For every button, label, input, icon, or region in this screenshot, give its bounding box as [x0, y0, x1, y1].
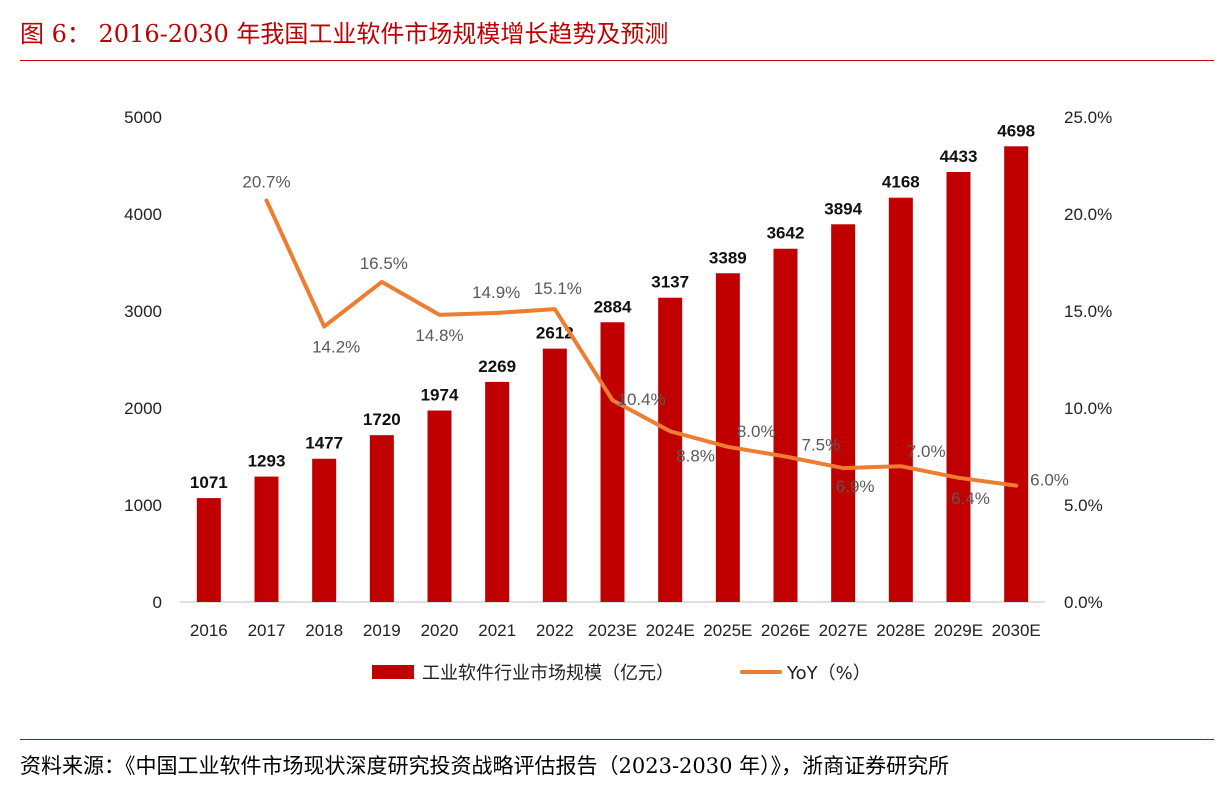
yoy-point-label: 6.0%	[1030, 471, 1069, 490]
y-left-tick-label: 2000	[124, 399, 162, 418]
bar	[658, 297, 683, 602]
bar-value-label: 4433	[940, 147, 978, 166]
bar-value-label: 3137	[651, 273, 689, 292]
y-right-tick-label: 20.0%	[1064, 205, 1112, 224]
y-right-tick-label: 5.0%	[1064, 496, 1103, 515]
bar	[773, 248, 798, 602]
y-right-tick-label: 10.0%	[1064, 399, 1112, 418]
legend-line-label: YoY（%）	[786, 663, 871, 684]
bar-value-label: 3642	[767, 224, 805, 243]
yoy-point-label: 7.0%	[907, 442, 946, 461]
combo-chart: 0 1000 2000 3000 4000 5000 0.0% 5.0% 10.0% 15.0% 2…	[124, 108, 1112, 684]
y-left-tick-label: 1000	[124, 496, 162, 515]
x-tick-label: 2016	[190, 621, 228, 640]
bar	[254, 476, 279, 602]
bar-value-label: 1477	[305, 434, 343, 453]
yoy-point-label: 7.5%	[802, 436, 841, 455]
x-tick-label: 2028E	[876, 621, 925, 640]
yoy-line	[264, 198, 1019, 488]
x-tick-label: 2030E	[992, 621, 1041, 640]
top-rule	[20, 60, 1214, 61]
bar	[946, 171, 971, 602]
x-tick-label: 2018	[305, 621, 343, 640]
y-left-tick-label: 0	[153, 593, 162, 612]
bar-value-label: 1293	[248, 452, 286, 471]
bar-value-label: 2612	[536, 324, 574, 343]
bar-value-label: 2884	[594, 297, 632, 316]
bar	[600, 322, 625, 602]
x-tick-label: 2021	[478, 621, 516, 640]
y-left-tick-label: 5000	[124, 108, 162, 127]
bar-value-label: 1974	[421, 386, 459, 405]
x-tick-label: 2023E	[588, 621, 637, 640]
bar	[369, 435, 394, 602]
bar-value-label: 4168	[882, 173, 920, 192]
x-tick-label: 2024E	[646, 621, 695, 640]
legend-bar-swatch	[372, 665, 414, 679]
x-tick-label: 2017	[248, 621, 286, 640]
y-right-tick-label: 0.0%	[1064, 593, 1103, 612]
yoy-point-label: 6.9%	[836, 477, 875, 496]
x-tick-label: 2020	[421, 621, 459, 640]
bar	[542, 348, 567, 602]
source-note: 资料来源：《中国工业软件市场现状深度研究投资战略评估报告（2023-2030 年…	[20, 754, 950, 778]
bar	[715, 273, 740, 602]
bar	[888, 197, 913, 603]
y-left-tick-label: 4000	[124, 205, 162, 224]
yoy-point-label: 8.0%	[737, 422, 776, 441]
x-tick-label: 2019	[363, 621, 401, 640]
bar	[1004, 146, 1029, 602]
bottom-rule	[20, 739, 1214, 740]
bar	[427, 410, 452, 602]
bar-value-label: 4698	[997, 121, 1035, 140]
x-tick-label: 2022	[536, 621, 574, 640]
bar-value-label: 1071	[190, 473, 228, 492]
x-tick-label: 2027E	[819, 621, 868, 640]
yoy-point-label: 6.4%	[951, 489, 990, 508]
x-tick-label: 2025E	[703, 621, 752, 640]
yoy-point-label: 15.1%	[534, 279, 582, 298]
bar	[831, 224, 856, 603]
bar	[196, 498, 221, 602]
y-right-tick-label: 25.0%	[1064, 108, 1112, 127]
figure-title: 图 6： 2016-2030 年我国工业软件市场规模增长趋势及预测	[20, 20, 669, 48]
legend-bar-label: 工业软件行业市场规模（亿元）	[422, 663, 674, 684]
yoy-point-label: 20.7%	[242, 172, 290, 191]
yoy-point-label: 8.8%	[676, 446, 715, 465]
yoy-point-label: 16.5%	[360, 254, 408, 273]
y-right-tick-label: 15.0%	[1064, 302, 1112, 321]
bar	[312, 458, 337, 602]
yoy-point-label: 14.9%	[472, 283, 520, 302]
bar	[485, 381, 510, 602]
bar-value-label: 2269	[478, 357, 516, 376]
bar-value-label: 3389	[709, 248, 747, 267]
yoy-point-label: 14.8%	[415, 326, 463, 345]
x-tick-label: 2026E	[761, 621, 810, 640]
x-tick-label: 2029E	[934, 621, 983, 640]
bar-value-label: 1720	[363, 410, 401, 429]
yoy-point-label: 10.4%	[618, 390, 666, 409]
yoy-point-label: 14.2%	[312, 338, 360, 357]
bar-value-label: 3894	[824, 199, 862, 218]
y-left-tick-label: 3000	[124, 302, 162, 321]
